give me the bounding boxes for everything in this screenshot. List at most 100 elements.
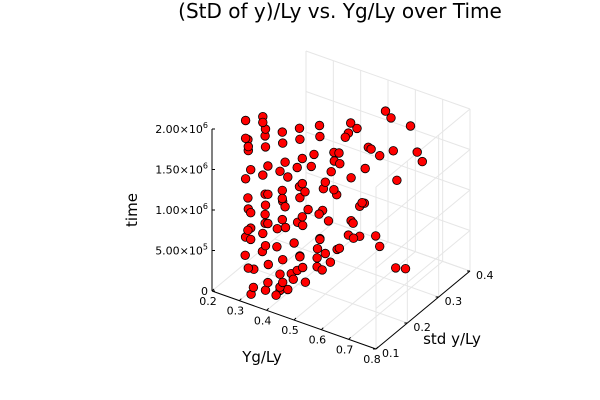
y-tick-label: 0.4 [476, 269, 494, 282]
data-point [240, 133, 251, 144]
grid-line [266, 231, 361, 311]
z-axis-label: time [123, 193, 141, 227]
data-point [400, 264, 411, 274]
data-point [298, 220, 308, 231]
data-point [303, 204, 313, 215]
data-point [277, 185, 288, 196]
data-point [280, 202, 290, 212]
data-point [263, 277, 273, 288]
x-axis-label: Yg/Ly [241, 348, 282, 366]
x-tick-mark [238, 298, 242, 302]
data-point [320, 177, 331, 187]
x-tick-label: 0.3 [227, 305, 245, 318]
data-point [258, 170, 268, 180]
data-point [258, 228, 268, 239]
data-point [243, 141, 254, 152]
grid-line [305, 50, 471, 110]
y-tick-label: 0.1 [382, 347, 400, 360]
data-point [340, 132, 351, 143]
data-point [271, 290, 281, 300]
grid-line [305, 212, 471, 272]
data-point [323, 216, 334, 226]
data-point [357, 197, 367, 208]
data-point [334, 243, 345, 254]
data-point [348, 218, 358, 228]
data-point [417, 156, 428, 167]
z-tick-label: 1.50×106 [155, 162, 208, 177]
data-point [317, 265, 327, 275]
z-tick-label: 5.00×105 [155, 243, 208, 258]
data-point [388, 146, 399, 156]
z-tick-label: 2.00×106 [155, 121, 208, 136]
data-point [314, 209, 324, 219]
data-point [245, 234, 256, 245]
data-point [275, 269, 285, 279]
data-point [240, 174, 251, 184]
data-point [315, 131, 325, 142]
data-point [277, 127, 288, 137]
data-point [277, 193, 288, 204]
data-point [314, 120, 325, 131]
data-point [280, 157, 290, 167]
data-point [275, 166, 285, 177]
data-point [366, 144, 376, 154]
data-point [380, 106, 391, 116]
tick-labels: 0.2 0.3 0.4 0.5 0.6 0.7 0.8 0.1 0.2 0.3 0.4 0 5.00×1… [155, 121, 493, 366]
x-tick-label: 0.2 [199, 295, 217, 308]
grid-line [375, 230, 471, 309]
grid-line [375, 189, 471, 269]
data-point [371, 231, 381, 241]
data-point [392, 175, 402, 186]
data-points [240, 106, 428, 300]
data-point [386, 113, 396, 123]
data-point [260, 142, 271, 152]
data-point [334, 148, 344, 158]
data-point [297, 178, 308, 189]
grid-line [321, 251, 416, 331]
x-tick-mark [348, 336, 352, 340]
data-point [335, 158, 345, 169]
data-point [405, 121, 416, 131]
data-point [289, 238, 299, 248]
y-axis-line [375, 270, 471, 350]
x-tick-label: 0.7 [336, 343, 354, 356]
data-point [248, 282, 259, 293]
data-point [260, 240, 271, 251]
x-tick-label: 0.5 [281, 324, 299, 337]
x-tick-label: 0.4 [254, 314, 272, 327]
data-point [315, 234, 325, 245]
data-point [263, 189, 273, 200]
data-point [258, 117, 268, 128]
x-tick-mark [293, 317, 297, 321]
data-point [346, 118, 356, 128]
grid-line [293, 241, 389, 321]
data-point [278, 277, 288, 288]
x-tick-label: 0.8 [363, 353, 381, 366]
axes [211, 128, 471, 350]
grid-line [274, 238, 439, 298]
y-axis-label: std y/Ly [423, 330, 481, 348]
x-tick-label: 0.6 [309, 334, 327, 347]
data-point [300, 187, 310, 197]
data-point [348, 233, 359, 243]
data-point [346, 173, 356, 183]
data-point [243, 193, 253, 203]
data-point [278, 138, 288, 148]
chart-title: (StD of y)/Ly vs. Yg/Ly over Time [178, 0, 502, 23]
data-point [309, 149, 319, 160]
data-point [352, 123, 362, 134]
data-point [272, 223, 283, 234]
data-point [240, 115, 251, 126]
data-point [294, 123, 305, 134]
data-point [260, 209, 270, 220]
grid-line [305, 172, 471, 231]
x-tick-mark [266, 307, 270, 311]
data-point [292, 162, 302, 173]
data-point [412, 147, 422, 157]
data-point [325, 257, 336, 267]
data-point [245, 207, 256, 218]
data-point [277, 214, 288, 225]
data-point [260, 200, 271, 210]
data-point [280, 222, 291, 233]
